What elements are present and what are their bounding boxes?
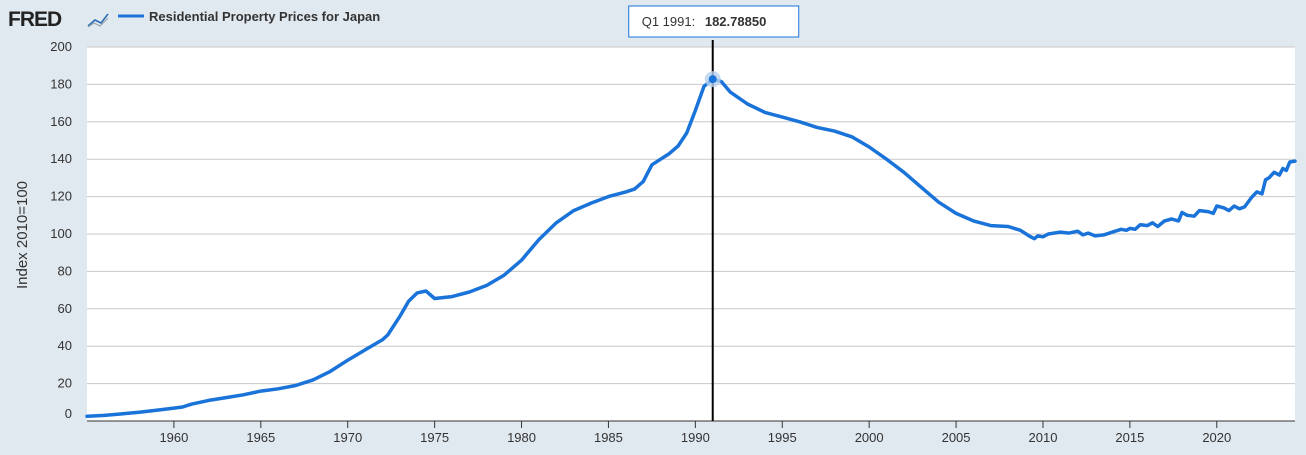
series-line-0[interactable] (85, 77, 1297, 419)
y-tick-label-160: 160 (50, 114, 72, 129)
y-tick-label-40: 40 (58, 338, 72, 353)
tooltip-value: 182.78850 (705, 14, 766, 29)
x-tick-label-1985: 1985 (594, 430, 623, 445)
x-tick-label-1995: 1995 (768, 430, 797, 445)
x-tick-label-1975: 1975 (420, 430, 449, 445)
x-tick-label-1970: 1970 (333, 430, 362, 445)
y-tick-label-200: 200 (50, 39, 72, 54)
fred-logo-text: FRED (8, 8, 62, 31)
x-tick-label-2005: 2005 (942, 430, 971, 445)
x-tick-label-2010: 2010 (1029, 430, 1058, 445)
x-tick-label-2000: 2000 (855, 430, 884, 445)
tooltip-period: Q1 1991: (642, 14, 696, 29)
tooltip-text: Q1 1991: 182.78850 (642, 14, 767, 29)
legend: Residential Property Prices for Japan (118, 9, 380, 24)
legend-label: Residential Property Prices for Japan (149, 9, 380, 24)
fred-logo[interactable]: FRED (8, 8, 109, 31)
y-tick-label-120: 120 (50, 189, 72, 204)
y-tick-label-180: 180 (50, 76, 72, 91)
x-tick-label-2020: 2020 (1202, 430, 1231, 445)
x-tick-label-1960: 1960 (159, 430, 188, 445)
x-tick-label-1990: 1990 (681, 430, 710, 445)
y-tick-label-60: 60 (58, 301, 72, 316)
fred-graph-icon (87, 13, 109, 28)
tooltip: Q1 1991: 182.78850 (628, 5, 800, 38)
hover-point[interactable] (708, 75, 717, 84)
y-axis-ticks: 0 20 40 60 80 100 120 140 160 180 200 (50, 39, 72, 421)
tooltip-box (628, 5, 800, 38)
series-layer (85, 77, 1297, 419)
x-tick-label-1980: 1980 (507, 430, 536, 445)
y-tick-label-140: 140 (50, 151, 72, 166)
x-tick-label-2015: 2015 (1115, 430, 1144, 445)
y-tick-label-0: 0 (65, 406, 72, 421)
y-tick-label-20: 20 (58, 376, 72, 391)
y-axis-label: Index 2010=100 (14, 181, 31, 289)
x-axis-ticks: 1960 1965 1970 1975 1980 1985 1990 1995 2000 2005… (159, 421, 1231, 445)
x-tick-label-1965: 1965 (246, 430, 275, 445)
y-tick-label-80: 80 (58, 263, 72, 278)
y-tick-label-100: 100 (50, 226, 72, 241)
